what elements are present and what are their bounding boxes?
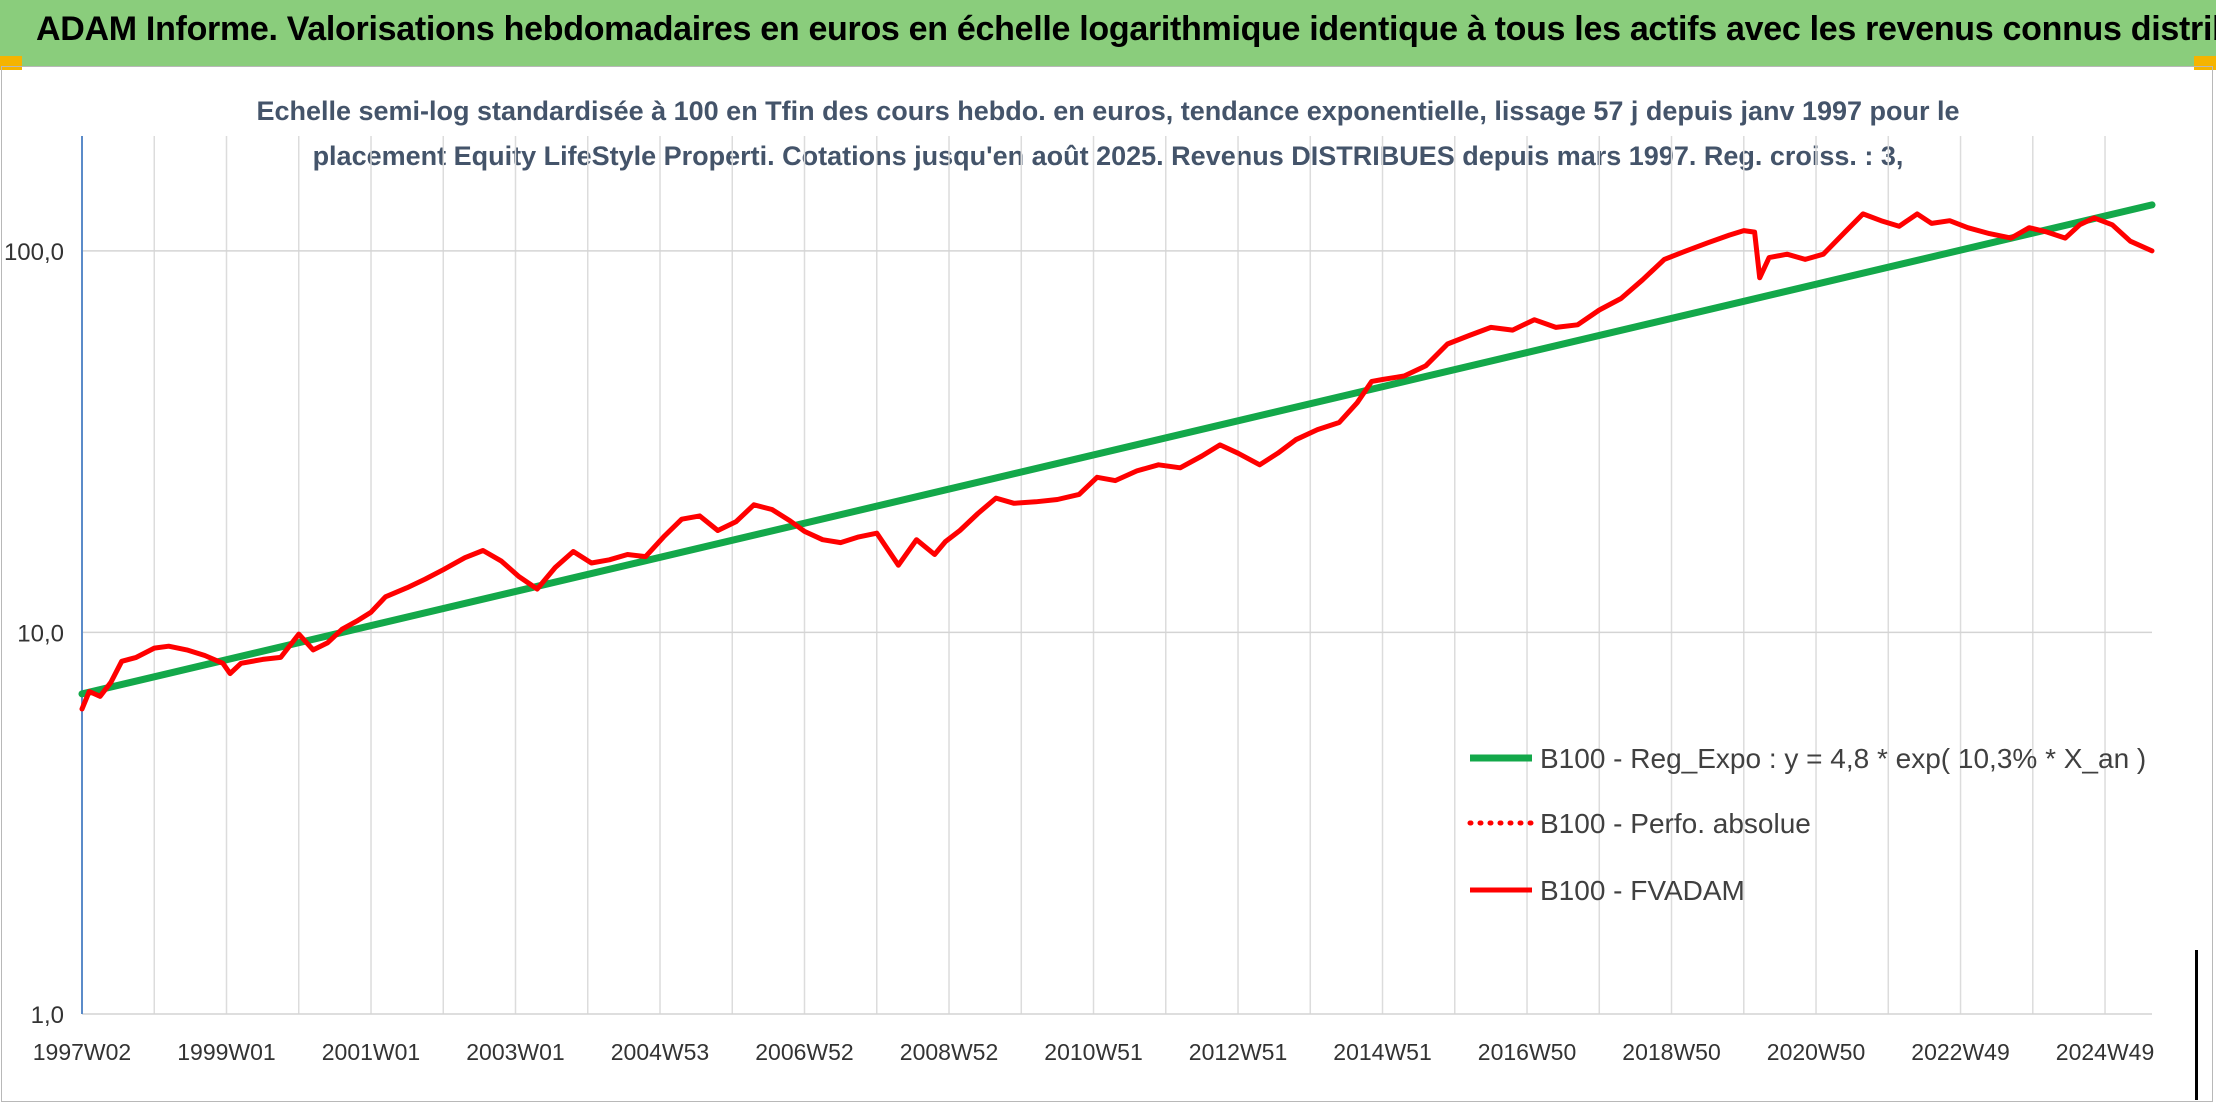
- x-tick-label: 1999W01: [177, 1039, 275, 1065]
- y-tick-label: 10,0: [17, 620, 64, 647]
- x-tick-label: 2020W50: [1767, 1039, 1865, 1065]
- chart-title-line-1: Echelle semi-log standardisée à 100 en T…: [256, 96, 1960, 126]
- x-tick-label: 1997W02: [33, 1039, 131, 1065]
- series-line-2: [79, 211, 2155, 712]
- x-tick-label: 2022W49: [1911, 1039, 2009, 1065]
- legend-label-0: B100 - Reg_Expo : y = 4,8 * exp( 10,3% *…: [1540, 743, 2146, 774]
- series-line-0: [78, 201, 2156, 698]
- series-lines: [78, 201, 2156, 712]
- x-tick-label: 2003W01: [466, 1039, 564, 1065]
- x-tick-label: 2001W01: [322, 1039, 420, 1065]
- header-banner: ADAM Informe. Valorisations hebdomadaire…: [0, 0, 2216, 66]
- chart-frame: [1, 66, 2213, 1102]
- legend-label-1: B100 - Perfo. absolue: [1540, 808, 1811, 839]
- frame-right-accent: [2195, 950, 2198, 1100]
- x-axis-labels: 1997W02 1999W01 2001W01 2003W01 2004W53 2006W…: [33, 1039, 2155, 1065]
- y-axis-labels: 1,0 10,0 100,0: [4, 239, 64, 1029]
- grid-lines: [81, 136, 2152, 1015]
- x-tick-label: 2006W52: [755, 1039, 853, 1065]
- page-title: ADAM Informe. Valorisations hebdomadaire…: [36, 10, 2216, 48]
- x-tick-label: 2024W49: [2056, 1039, 2154, 1065]
- x-tick-label: 2004W53: [611, 1039, 709, 1065]
- chart-title-line-2: placement Equity LifeStyle Properti. Cot…: [312, 141, 1904, 171]
- x-tick-label: 2018W50: [1622, 1039, 1720, 1065]
- legend: B100 - Reg_Expo : y = 4,8 * exp( 10,3% *…: [1467, 743, 2146, 906]
- y-tick-label: 100,0: [4, 239, 64, 266]
- legend-label-2: B100 - FVADAM: [1540, 875, 1745, 906]
- x-tick-label: 2016W50: [1478, 1039, 1576, 1065]
- x-tick-label: 2014W51: [1333, 1039, 1431, 1065]
- y-tick-label: 1,0: [31, 1002, 64, 1029]
- x-tick-label: 2012W51: [1189, 1039, 1287, 1065]
- x-tick-label: 2008W52: [900, 1039, 998, 1065]
- x-tick-label: 2010W51: [1044, 1039, 1142, 1065]
